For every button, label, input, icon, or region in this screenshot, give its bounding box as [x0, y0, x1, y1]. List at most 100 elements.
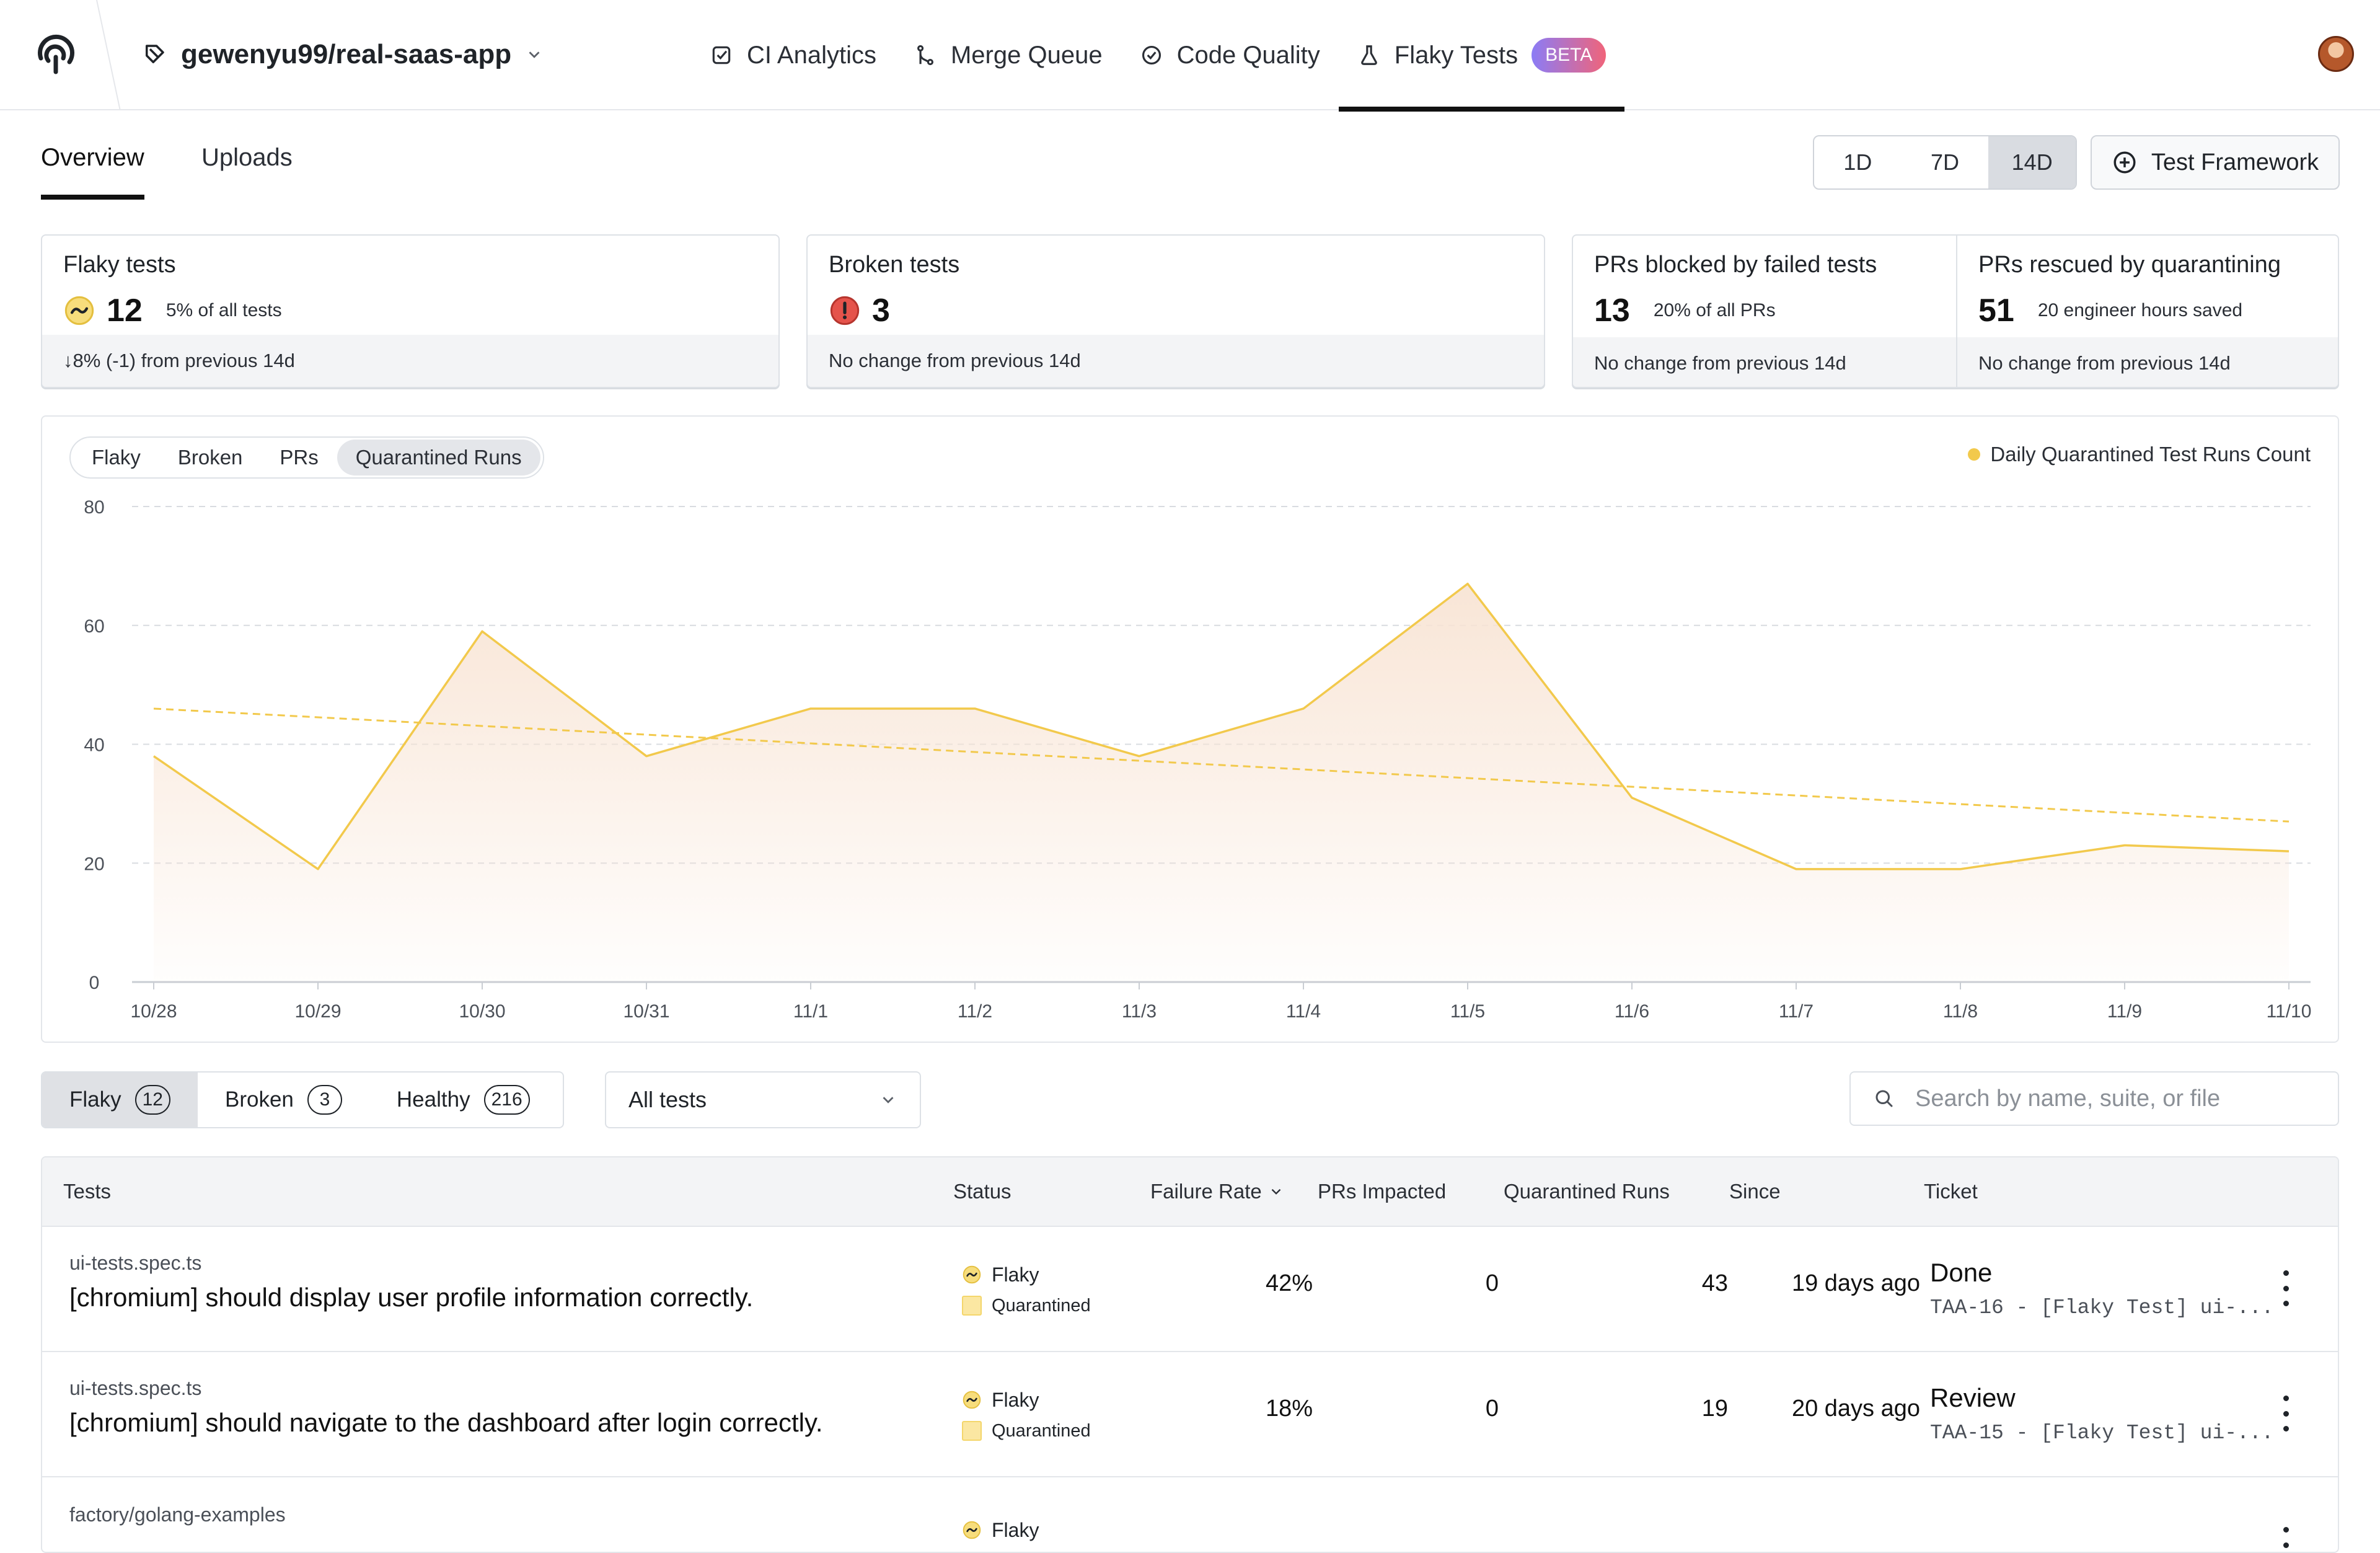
- test-name[interactable]: [chromium] should navigate to the dashbo…: [69, 1408, 823, 1437]
- card-prs-rescued[interactable]: PRs rescued by quarantining 51 20 engine…: [1957, 236, 2338, 387]
- chevron-down-icon: [529, 51, 540, 58]
- y-tick-label: 80: [84, 497, 104, 518]
- ticket-description: TAA-15 - [Flaky Test] ui-...: [1930, 1422, 2274, 1445]
- card-broken-tests[interactable]: Broken tests 3 No change from previous 1…: [806, 234, 1545, 388]
- ticket-description: TAA-16 - [Flaky Test] ui-...: [1930, 1296, 2274, 1319]
- y-tick-label: 20: [84, 854, 104, 874]
- col-tests[interactable]: Tests: [63, 1180, 112, 1203]
- tab-healthy[interactable]: Healthy 216: [369, 1073, 557, 1127]
- ticket-cell[interactable]: Review TAA-15 - [Flaky Test] ui-...: [1930, 1383, 2274, 1445]
- range-1d[interactable]: 1D: [1843, 149, 1872, 175]
- substatus-label: Quarantined: [992, 1295, 1091, 1316]
- table-row[interactable]: factory/golang-examples Flaky: [42, 1476, 2338, 1552]
- flaky-icon: [64, 296, 94, 325]
- status-cell: Flaky: [962, 1515, 1039, 1546]
- table-row[interactable]: ui-tests.spec.ts [chromium] should displ…: [42, 1226, 2338, 1351]
- merge-icon: [917, 45, 933, 66]
- checkbox-icon: [712, 46, 731, 64]
- row-menu-icon[interactable]: [2273, 1523, 2298, 1552]
- test-file: factory/golang-examples: [69, 1503, 286, 1526]
- col-prs-impacted[interactable]: PRs Impacted: [1318, 1180, 1447, 1203]
- test-file: ui-tests.spec.ts: [69, 1377, 202, 1399]
- nav-flaky-tests[interactable]: Flaky Tests BETA: [1338, 0, 1625, 112]
- chart-tab-quarantined-runs[interactable]: Quarantined Runs: [337, 440, 540, 476]
- flaky-icon: [963, 1391, 981, 1409]
- card-footer: No change from previous 14d: [1573, 337, 1956, 387]
- range-14d[interactable]: 14D: [1988, 136, 2076, 188]
- card-footer: No change from previous 14d: [1957, 337, 2338, 387]
- card-flaky-tests[interactable]: Flaky tests 12 5% of all tests ↓8% (-1) …: [41, 234, 780, 388]
- sort-chevron-icon: [1271, 1188, 1281, 1195]
- top-header: gewenyu99/real-saas-app CI Analytics Mer…: [0, 0, 2380, 112]
- check-circle-icon: [1142, 45, 1161, 65]
- card-prs-blocked[interactable]: PRs blocked by failed tests 13 20% of al…: [1573, 236, 1956, 387]
- x-tick-label: 11/10: [2267, 1001, 2312, 1022]
- range-7d[interactable]: 7D: [1930, 149, 1960, 175]
- chevron-down-icon: [883, 1097, 894, 1104]
- card-divider: [1956, 236, 1957, 387]
- status-cell: Flaky Quarantined: [962, 1259, 1091, 1321]
- nav-code-quality[interactable]: Code Quality: [1121, 0, 1339, 110]
- tests-table: Tests Status Failure Rate PRs Impacted Q…: [41, 1156, 2339, 1553]
- search-box: [1849, 1071, 2339, 1126]
- main-nav: CI Analytics Merge Queue Code Quality Fl…: [691, 0, 1625, 112]
- card-subtext: 20% of all PRs: [1653, 300, 1776, 321]
- tab-flaky[interactable]: Flaky 12: [42, 1073, 198, 1127]
- status-cell: Flaky Quarantined: [962, 1384, 1091, 1446]
- col-ticket[interactable]: Ticket: [1924, 1180, 1978, 1203]
- repo-name: gewenyu99/real-saas-app: [181, 39, 512, 69]
- header-divider: [96, 0, 121, 110]
- status-label: Flaky: [992, 1518, 1039, 1541]
- row-menu-icon[interactable]: [2273, 1392, 2298, 1435]
- col-since[interactable]: Since: [1729, 1180, 1781, 1203]
- search-input[interactable]: [1915, 1085, 2312, 1112]
- x-tick-label: 10/28: [130, 1001, 177, 1022]
- card-subtext: 20 engineer hours saved: [2037, 300, 2243, 321]
- test-file: ui-tests.spec.ts: [69, 1252, 202, 1274]
- series-area: [154, 583, 2289, 982]
- failure-rate: 42%: [1265, 1270, 1313, 1296]
- tab-overview[interactable]: Overview: [41, 144, 144, 200]
- chart-tab-broken[interactable]: Broken: [177, 446, 243, 469]
- chart-tab-prs[interactable]: PRs: [280, 446, 319, 469]
- card-footer: ↓8% (-1) from previous 14d: [42, 335, 778, 387]
- substatus-label: Quarantined: [992, 1420, 1091, 1441]
- row-menu-icon[interactable]: [2273, 1267, 2298, 1310]
- chart-metric-tabs: Flaky Broken PRs Quarantined Runs: [69, 436, 544, 479]
- tab-broken[interactable]: Broken 3: [198, 1073, 369, 1127]
- test-name[interactable]: [chromium] should display user profile i…: [69, 1283, 754, 1312]
- card-value: 3: [872, 293, 890, 329]
- repo-selector[interactable]: gewenyu99/real-saas-app: [141, 36, 544, 73]
- x-tick-label: 11/5: [1450, 1001, 1485, 1022]
- col-status[interactable]: Status: [953, 1180, 1011, 1203]
- data-point: [972, 706, 978, 712]
- data-point: [2122, 842, 2128, 848]
- status-label: Flaky: [992, 1388, 1039, 1411]
- table-row[interactable]: ui-tests.spec.ts [chromium] should navig…: [42, 1351, 2338, 1476]
- legend-label: Daily Quarantined Test Runs Count: [1990, 443, 2311, 466]
- col-failure-rate[interactable]: Failure Rate: [1150, 1157, 1284, 1226]
- tab-label: Healthy: [396, 1087, 470, 1112]
- col-quarantined-runs[interactable]: Quarantined Runs: [1504, 1180, 1670, 1203]
- x-tick-label: 10/29: [294, 1001, 341, 1022]
- count-badge: 216: [483, 1085, 530, 1115]
- user-avatar[interactable]: [2318, 36, 2354, 72]
- test-filter-dropdown[interactable]: All tests: [605, 1071, 921, 1128]
- data-point: [643, 753, 650, 759]
- nav-label: Flaky Tests: [1394, 41, 1518, 69]
- chart-tab-flaky[interactable]: Flaky: [92, 446, 141, 469]
- test-category-tabs: Flaky 12 Broken 3 Healthy 216: [41, 1071, 564, 1128]
- nav-label: Code Quality: [1176, 41, 1320, 69]
- quarantined-icon: [962, 1296, 982, 1316]
- trunk-logo-icon[interactable]: [31, 30, 81, 79]
- ticket-cell[interactable]: Done TAA-16 - [Flaky Test] ui-...: [1930, 1258, 2274, 1319]
- nav-merge-queue[interactable]: Merge Queue: [895, 0, 1121, 110]
- since: 20 days ago: [1791, 1396, 1920, 1422]
- flaky-icon: [963, 1521, 981, 1539]
- plus-circle-icon: [2113, 151, 2136, 174]
- test-framework-button[interactable]: Test Framework: [2091, 135, 2340, 190]
- tab-uploads[interactable]: Uploads: [201, 144, 293, 171]
- card-prs-group: PRs blocked by failed tests 13 20% of al…: [1572, 234, 2339, 388]
- nav-ci-analytics[interactable]: CI Analytics: [691, 0, 895, 110]
- data-point: [1793, 866, 1799, 872]
